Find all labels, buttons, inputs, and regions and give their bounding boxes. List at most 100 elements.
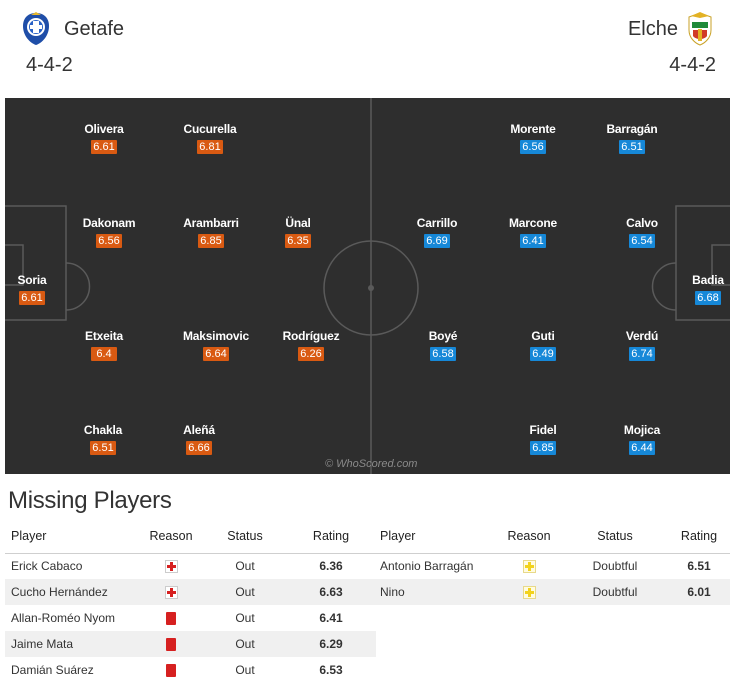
player-name: Ünal: [285, 216, 311, 230]
rating: 6.53: [319, 663, 343, 677]
home-player-soria[interactable]: Soria 6.61: [5, 273, 77, 306]
home-player-arambarri[interactable]: Arambarri 6.85: [166, 216, 256, 249]
table-row[interactable]: Antonio Barragán Doubtful 6.51: [376, 553, 730, 579]
player-rating: 6.56: [96, 234, 122, 248]
player-rating: 6.4: [91, 347, 117, 361]
player-name: Chakla: [83, 423, 123, 437]
player-rating: 6.44: [629, 441, 655, 455]
player-name: Rodríguez: [282, 329, 340, 343]
rating: 6.51: [687, 559, 711, 574]
col-rating[interactable]: Rating: [286, 519, 376, 554]
col-rating[interactable]: Rating: [668, 519, 730, 554]
player-rating: 6.69: [424, 234, 450, 248]
col-player[interactable]: Player: [5, 519, 138, 554]
col-reason[interactable]: Reason: [496, 519, 562, 554]
doubtful-icon: [522, 560, 536, 574]
home-player-cucurella[interactable]: Cucurella 6.81: [165, 122, 255, 155]
away-player-verdu[interactable]: Verdú 6.74: [597, 329, 687, 362]
player-name: Maksimovic: [182, 329, 250, 343]
rating: 6.63: [286, 579, 376, 605]
col-status[interactable]: Status: [562, 519, 668, 554]
away-player-carrillo[interactable]: Carrillo 6.69: [392, 216, 482, 249]
table-row[interactable]: Allan-Roméo Nyom Out 6.41: [5, 605, 376, 631]
away-player-mojica[interactable]: Mojica 6.44: [597, 423, 687, 456]
home-team[interactable]: Getafe: [20, 12, 124, 46]
col-status[interactable]: Status: [204, 519, 286, 554]
player-name: Badia: [692, 273, 724, 287]
player-rating: 6.35: [285, 234, 311, 248]
home-player-chakla[interactable]: Chakla 6.51: [58, 423, 148, 456]
col-reason[interactable]: Reason: [138, 519, 204, 554]
home-player-etxeita[interactable]: Etxeita 6.4: [59, 329, 149, 362]
home-player-olivera[interactable]: Olivera 6.61: [59, 122, 149, 155]
status: Out: [235, 559, 255, 574]
home-player-unal[interactable]: Ünal 6.35: [253, 216, 343, 249]
rating: 6.01: [668, 579, 730, 605]
home-team-name: Getafe: [64, 17, 125, 40]
table-row[interactable]: Jaime Mata Out 6.29: [5, 631, 376, 657]
player-rating: 6.64: [203, 347, 229, 361]
watermark: © WhoScored.com: [325, 458, 418, 470]
status: Out: [204, 631, 286, 657]
table-row[interactable]: Nino Doubtful 6.01: [376, 579, 730, 605]
player-rating: 6.61: [91, 140, 117, 154]
player-name: Olivera: [84, 122, 124, 136]
player-name: Carrillo: [416, 216, 458, 230]
doubtful-icon: [522, 586, 536, 600]
rating: 6.41: [319, 611, 343, 625]
player-rating: 6.58: [430, 347, 456, 361]
player-name[interactable]: Cucho Hernández: [5, 579, 138, 605]
col-player[interactable]: Player: [376, 519, 496, 554]
player-name[interactable]: Allan-Roméo Nyom: [11, 611, 116, 625]
away-team-name: Elche: [627, 17, 678, 40]
player-name[interactable]: Damián Suárez: [11, 663, 94, 677]
player-name: Etxeita: [85, 329, 123, 343]
player-name[interactable]: Erick Cabaco: [11, 559, 83, 574]
table-row[interactable]: Cucho Hernández Out 6.63: [5, 579, 376, 605]
away-team[interactable]: Elche: [628, 12, 716, 46]
away-player-marcone[interactable]: Marcone 6.41: [488, 216, 578, 249]
table-row[interactable]: Damián Suárez Out 6.53: [5, 657, 376, 683]
getafe-crest-icon: [23, 12, 49, 45]
injury-icon: [164, 560, 178, 574]
away-player-calvo[interactable]: Calvo 6.54: [597, 216, 687, 249]
away-player-barragan[interactable]: Barragán 6.51: [587, 122, 677, 155]
status: Doubtful: [592, 559, 638, 574]
rating: 6.29: [286, 631, 376, 657]
player-name[interactable]: Jaime Mata: [5, 631, 138, 657]
player-rating: 6.26: [298, 347, 324, 361]
player-name[interactable]: Nino: [376, 579, 496, 605]
home-player-rodriguez[interactable]: Rodríguez 6.26: [266, 329, 356, 362]
player-rating: 6.51: [90, 441, 116, 455]
player-rating: 6.68: [695, 291, 721, 305]
table-row[interactable]: Erick Cabaco Out 6.36: [5, 553, 376, 579]
player-name: Boyé: [428, 329, 458, 343]
home-player-maksimovic[interactable]: Maksimovic 6.64: [171, 329, 261, 362]
player-name: Barragán: [606, 122, 658, 136]
player-name[interactable]: Antonio Barragán: [380, 559, 474, 574]
red-card-icon: [166, 664, 176, 678]
status: Out: [235, 611, 255, 625]
player-rating: 6.74: [629, 347, 655, 361]
away-player-fidel[interactable]: Fidel 6.85: [498, 423, 588, 456]
player-rating: 6.49: [530, 347, 556, 361]
match-header: Getafe 4-4-2 Elche 4-4-2: [0, 0, 730, 92]
player-name: Mojica: [623, 423, 661, 437]
away-formation: 4-4-2: [669, 54, 716, 76]
home-player-dakonam[interactable]: Dakonam 6.56: [64, 216, 154, 249]
player-name: Dakonam: [82, 216, 136, 230]
player-rating: 6.66: [186, 441, 212, 455]
player-name: Fidel: [529, 423, 557, 437]
player-rating: 6.61: [19, 291, 45, 305]
red-card-icon: [166, 638, 176, 652]
red-card-icon: [166, 612, 176, 626]
status: Doubtful: [562, 579, 668, 605]
home-player-alena[interactable]: Aleñá 6.66: [154, 423, 244, 456]
away-player-badia[interactable]: Badia 6.68: [663, 273, 730, 306]
status: Out: [235, 663, 255, 677]
away-player-guti[interactable]: Guti 6.49: [498, 329, 588, 362]
player-name: Soria: [17, 273, 47, 287]
away-player-morente[interactable]: Morente 6.56: [488, 122, 578, 155]
rating: 6.36: [319, 559, 343, 574]
away-player-boye[interactable]: Boyé 6.58: [398, 329, 488, 362]
